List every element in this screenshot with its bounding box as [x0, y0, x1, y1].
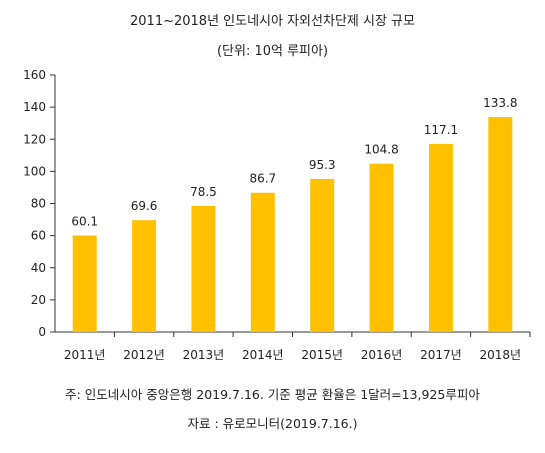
bar-6 — [369, 163, 394, 332]
exchange-rate-note: 주: 인도네시아 중앙은행 2019.7.16. 기준 평균 환율은 1달러=1… — [65, 387, 480, 402]
data-label: 133.8 — [483, 96, 517, 110]
y-tick-label: 80 — [31, 197, 46, 211]
data-label: 117.1 — [424, 123, 458, 137]
x-tick-label: 2015년 — [301, 348, 343, 362]
chart-title: 2011~2018년 인도네시아 자외선차단제 시장 규모 — [130, 14, 415, 29]
x-tick-label: 2017년 — [420, 348, 462, 362]
bar-3 — [191, 205, 216, 332]
bar-7 — [428, 143, 453, 332]
data-label: 78.5 — [190, 185, 217, 199]
data-label: 60.1 — [71, 214, 98, 228]
data-label: 95.3 — [309, 158, 336, 172]
y-tick-label: 120 — [23, 132, 46, 146]
x-tick-label: 2014년 — [242, 348, 284, 362]
bar-5 — [310, 178, 335, 332]
x-tick-label: 2011년 — [64, 348, 106, 362]
source-note: 자료 : 유로모니터(2019.7.16.) — [187, 416, 358, 431]
y-tick-label: 100 — [23, 164, 46, 178]
data-label: 69.6 — [131, 199, 158, 213]
data-label: 104.8 — [364, 143, 398, 157]
bar-4 — [250, 192, 275, 332]
y-tick-label: 160 — [23, 68, 46, 82]
x-tick-label: 2016년 — [361, 348, 403, 362]
y-tick-label: 140 — [23, 100, 46, 114]
x-tick-label: 2012년 — [123, 348, 165, 362]
y-tick-label: 20 — [31, 293, 46, 307]
data-label: 86.7 — [249, 172, 276, 186]
x-tick-label: 2013년 — [183, 348, 225, 362]
y-tick-label: 40 — [31, 261, 46, 275]
y-tick-label: 60 — [31, 229, 46, 243]
bar-8 — [488, 117, 513, 333]
y-tick-label: 0 — [38, 325, 46, 339]
x-tick-label: 2018년 — [480, 348, 522, 362]
chart-subtitle: (단위: 10억 루피아) — [216, 44, 329, 59]
bar-2 — [132, 220, 157, 332]
bar-1 — [72, 235, 97, 332]
